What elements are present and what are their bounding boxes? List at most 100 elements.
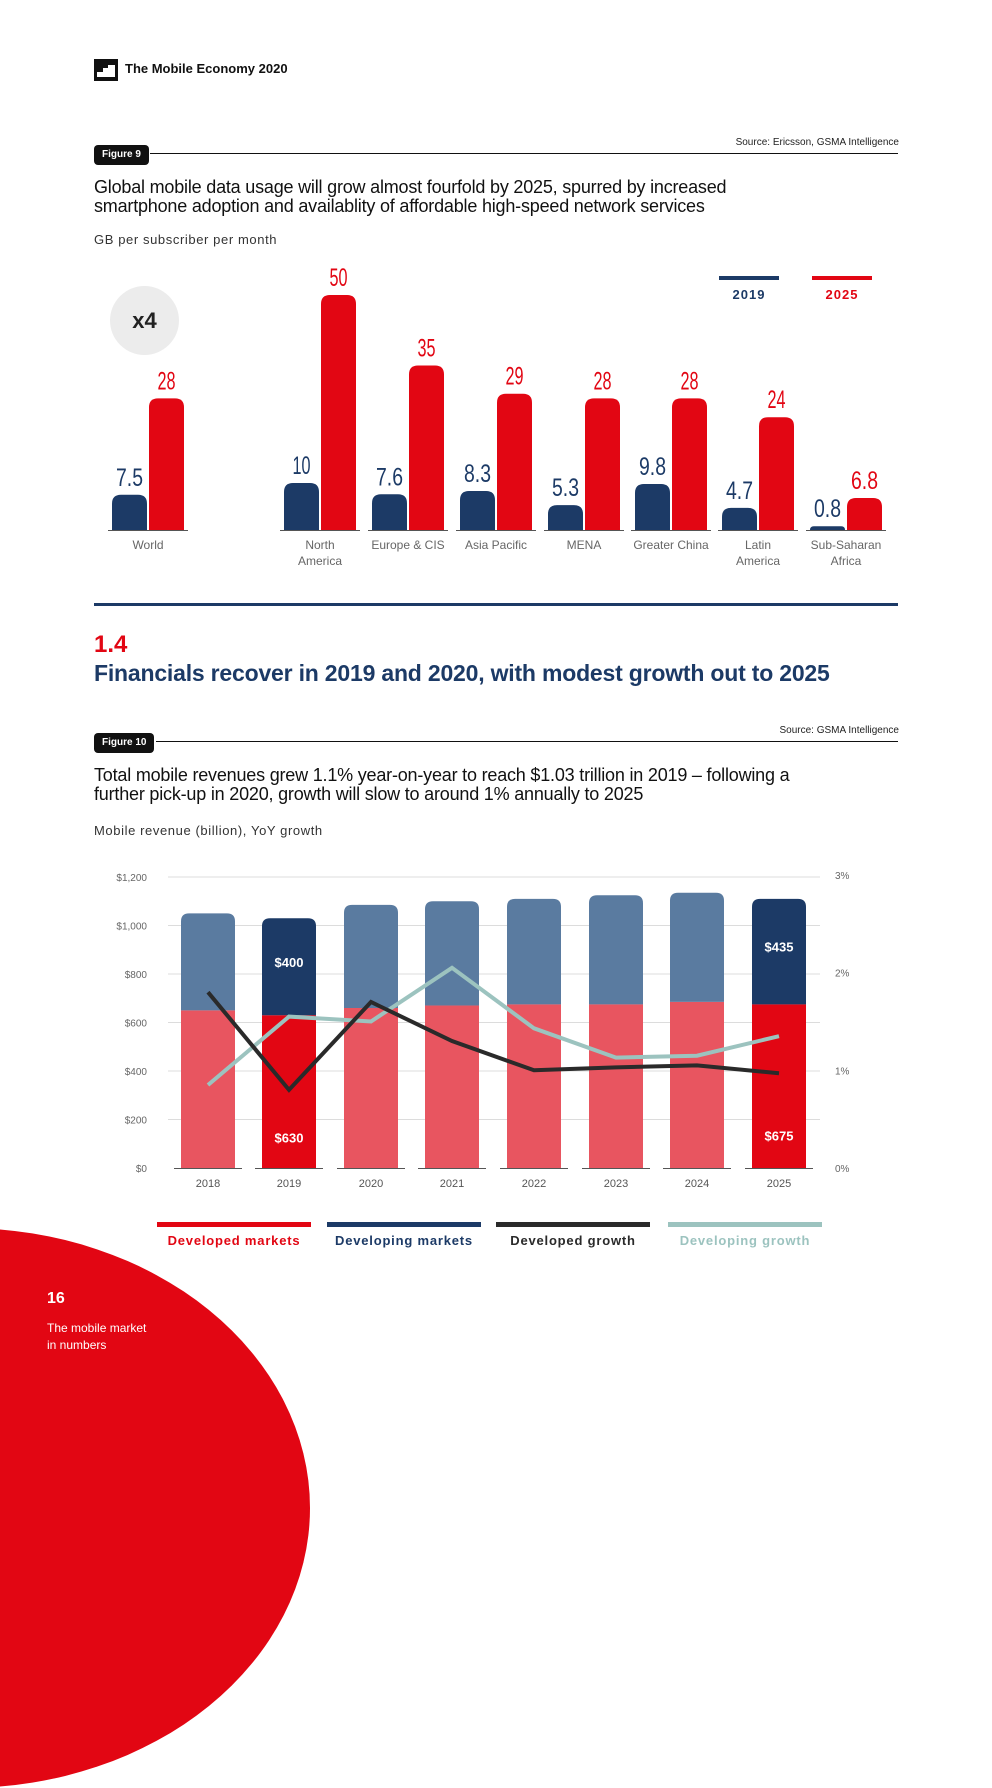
data-label: $630 xyxy=(275,1130,304,1145)
bar-developed-markets xyxy=(752,1004,806,1168)
figure-10-title-line-1: Total mobile revenues grew 1.1% year-on-… xyxy=(94,766,789,785)
bar-2025 xyxy=(497,394,532,530)
legend-swatch xyxy=(157,1222,311,1227)
category-label: MENA xyxy=(567,538,602,552)
data-label-2025: 28 xyxy=(594,367,612,395)
data-label-2019: 9.8 xyxy=(639,453,666,481)
section-divider xyxy=(94,603,898,606)
section-title: Financials recover in 2019 and 2020, wit… xyxy=(94,660,830,687)
bar-2019 xyxy=(460,491,495,530)
bar-2019 xyxy=(372,494,407,530)
data-label: $675 xyxy=(765,1128,794,1143)
footer-red-shape xyxy=(0,1228,310,1788)
data-label-2025: 28 xyxy=(158,367,176,395)
category-label: Africa xyxy=(831,554,862,568)
y-axis-tick: $600 xyxy=(125,1019,148,1030)
y-axis-tick: $800 xyxy=(125,970,148,981)
legend-swatch xyxy=(496,1222,650,1227)
figure-10-source: Source: GSMA Intelligence xyxy=(779,725,899,736)
x-axis-tick: 2023 xyxy=(604,1178,628,1190)
legend-item-developed-growth: Developed growth xyxy=(496,1222,650,1248)
x-axis-tick: 2018 xyxy=(196,1178,220,1190)
y2-axis-tick: 0% xyxy=(835,1164,850,1175)
bar-2025 xyxy=(847,498,882,530)
bar-developed-markets xyxy=(589,1004,643,1168)
x-axis-tick: 2020 xyxy=(359,1178,383,1190)
y-axis-tick: $400 xyxy=(125,1067,148,1078)
bar-2025 xyxy=(409,366,444,531)
section-label-line-1: The mobile market xyxy=(47,1320,187,1337)
bar-2025 xyxy=(585,398,620,530)
bar-developing-markets xyxy=(589,895,643,1004)
bar-2025 xyxy=(321,295,356,530)
legend-item-developing-growth: Developing growth xyxy=(668,1222,822,1248)
x-axis-tick: 2024 xyxy=(685,1178,709,1190)
data-label-2025: 50 xyxy=(330,264,348,292)
data-label-2019: 4.7 xyxy=(726,477,753,505)
category-label: Asia Pacific xyxy=(465,538,527,552)
bar-developed-markets xyxy=(344,1008,398,1168)
revenue-chart: $0 $200 $400 $600 $800 $1,000 $1,200 0% 1% 2% 3% 20… xyxy=(0,850,992,1200)
bar-2019 xyxy=(548,505,583,530)
bar-2019 xyxy=(635,484,670,530)
section-number: 1.4 xyxy=(94,631,127,659)
bar-2019 xyxy=(112,495,147,530)
figure-10-title-line-2: further pick-up in 2020, growth will slo… xyxy=(94,785,789,804)
data-label-2025: 24 xyxy=(768,386,786,414)
legend-item-developed-markets: Developed markets xyxy=(157,1222,311,1248)
data-label: $400 xyxy=(275,955,304,970)
category-label: America xyxy=(736,554,780,568)
bar-2019 xyxy=(722,508,757,530)
bar-developing-markets xyxy=(344,905,398,1008)
bar-developing-markets xyxy=(507,899,561,1004)
x-axis-tick: 2022 xyxy=(522,1178,546,1190)
legend-label: Developed growth xyxy=(496,1233,650,1248)
data-label-2025: 28 xyxy=(681,367,699,395)
y2-axis-tick: 3% xyxy=(835,871,850,882)
y-axis-tick: $1,200 xyxy=(116,873,147,884)
x-axis-tick: 2019 xyxy=(277,1178,301,1190)
bar-developing-markets xyxy=(425,901,479,1005)
category-label: America xyxy=(298,554,342,568)
bar-developing-markets xyxy=(670,893,724,1002)
category-label: Sub-Saharan xyxy=(811,538,882,552)
figure-10-label: Figure 10 xyxy=(94,733,154,753)
bar-developed-markets xyxy=(181,1010,235,1168)
section-label-line-2: in numbers xyxy=(47,1337,187,1354)
legend-label: Developed markets xyxy=(157,1233,311,1248)
category-label: North xyxy=(305,538,334,552)
bar-2025 xyxy=(759,417,794,530)
x-axis-tick: 2021 xyxy=(440,1178,464,1190)
data-label-2019: 8.3 xyxy=(464,460,491,488)
bar-2025 xyxy=(149,398,184,530)
y-axis-tick: $0 xyxy=(136,1164,148,1175)
x-axis-tick: 2025 xyxy=(767,1178,791,1190)
data-label-2019: 0.8 xyxy=(814,495,841,523)
data-label-2019: 10 xyxy=(293,452,311,480)
y2-axis-tick: 2% xyxy=(835,969,850,980)
data-label: $435 xyxy=(765,939,794,954)
bar-2019 xyxy=(284,483,319,530)
figure-10-unit: Mobile revenue (billion), YoY growth xyxy=(94,823,323,838)
y-axis-tick: $1,000 xyxy=(116,922,147,933)
data-label-2025: 6.8 xyxy=(851,467,878,495)
legend-label: Developing markets xyxy=(327,1233,481,1248)
bar-2025 xyxy=(672,398,707,530)
bar-2019 xyxy=(810,526,845,530)
category-label: Europe & CIS xyxy=(371,538,444,552)
bar-developed-markets xyxy=(670,1002,724,1168)
data-label-2019: 5.3 xyxy=(552,474,579,502)
figure-10-title: Total mobile revenues grew 1.1% year-on-… xyxy=(94,766,789,804)
page-number: 16 xyxy=(47,1290,65,1308)
legend-swatch xyxy=(668,1222,822,1227)
y2-axis-tick: 1% xyxy=(835,1066,850,1077)
category-label: World xyxy=(132,538,163,552)
y-axis-tick: $200 xyxy=(125,1116,148,1127)
legend-swatch xyxy=(327,1222,481,1227)
data-label-2019: 7.5 xyxy=(116,464,143,492)
data-label-2025: 29 xyxy=(506,363,524,391)
data-label-2019: 7.6 xyxy=(376,463,403,491)
category-label: Greater China xyxy=(633,538,709,552)
data-usage-chart: 7.5 28 World 10 50 North America 7.6 35 Europe & … xyxy=(0,0,992,600)
data-label-2025: 35 xyxy=(418,335,436,363)
